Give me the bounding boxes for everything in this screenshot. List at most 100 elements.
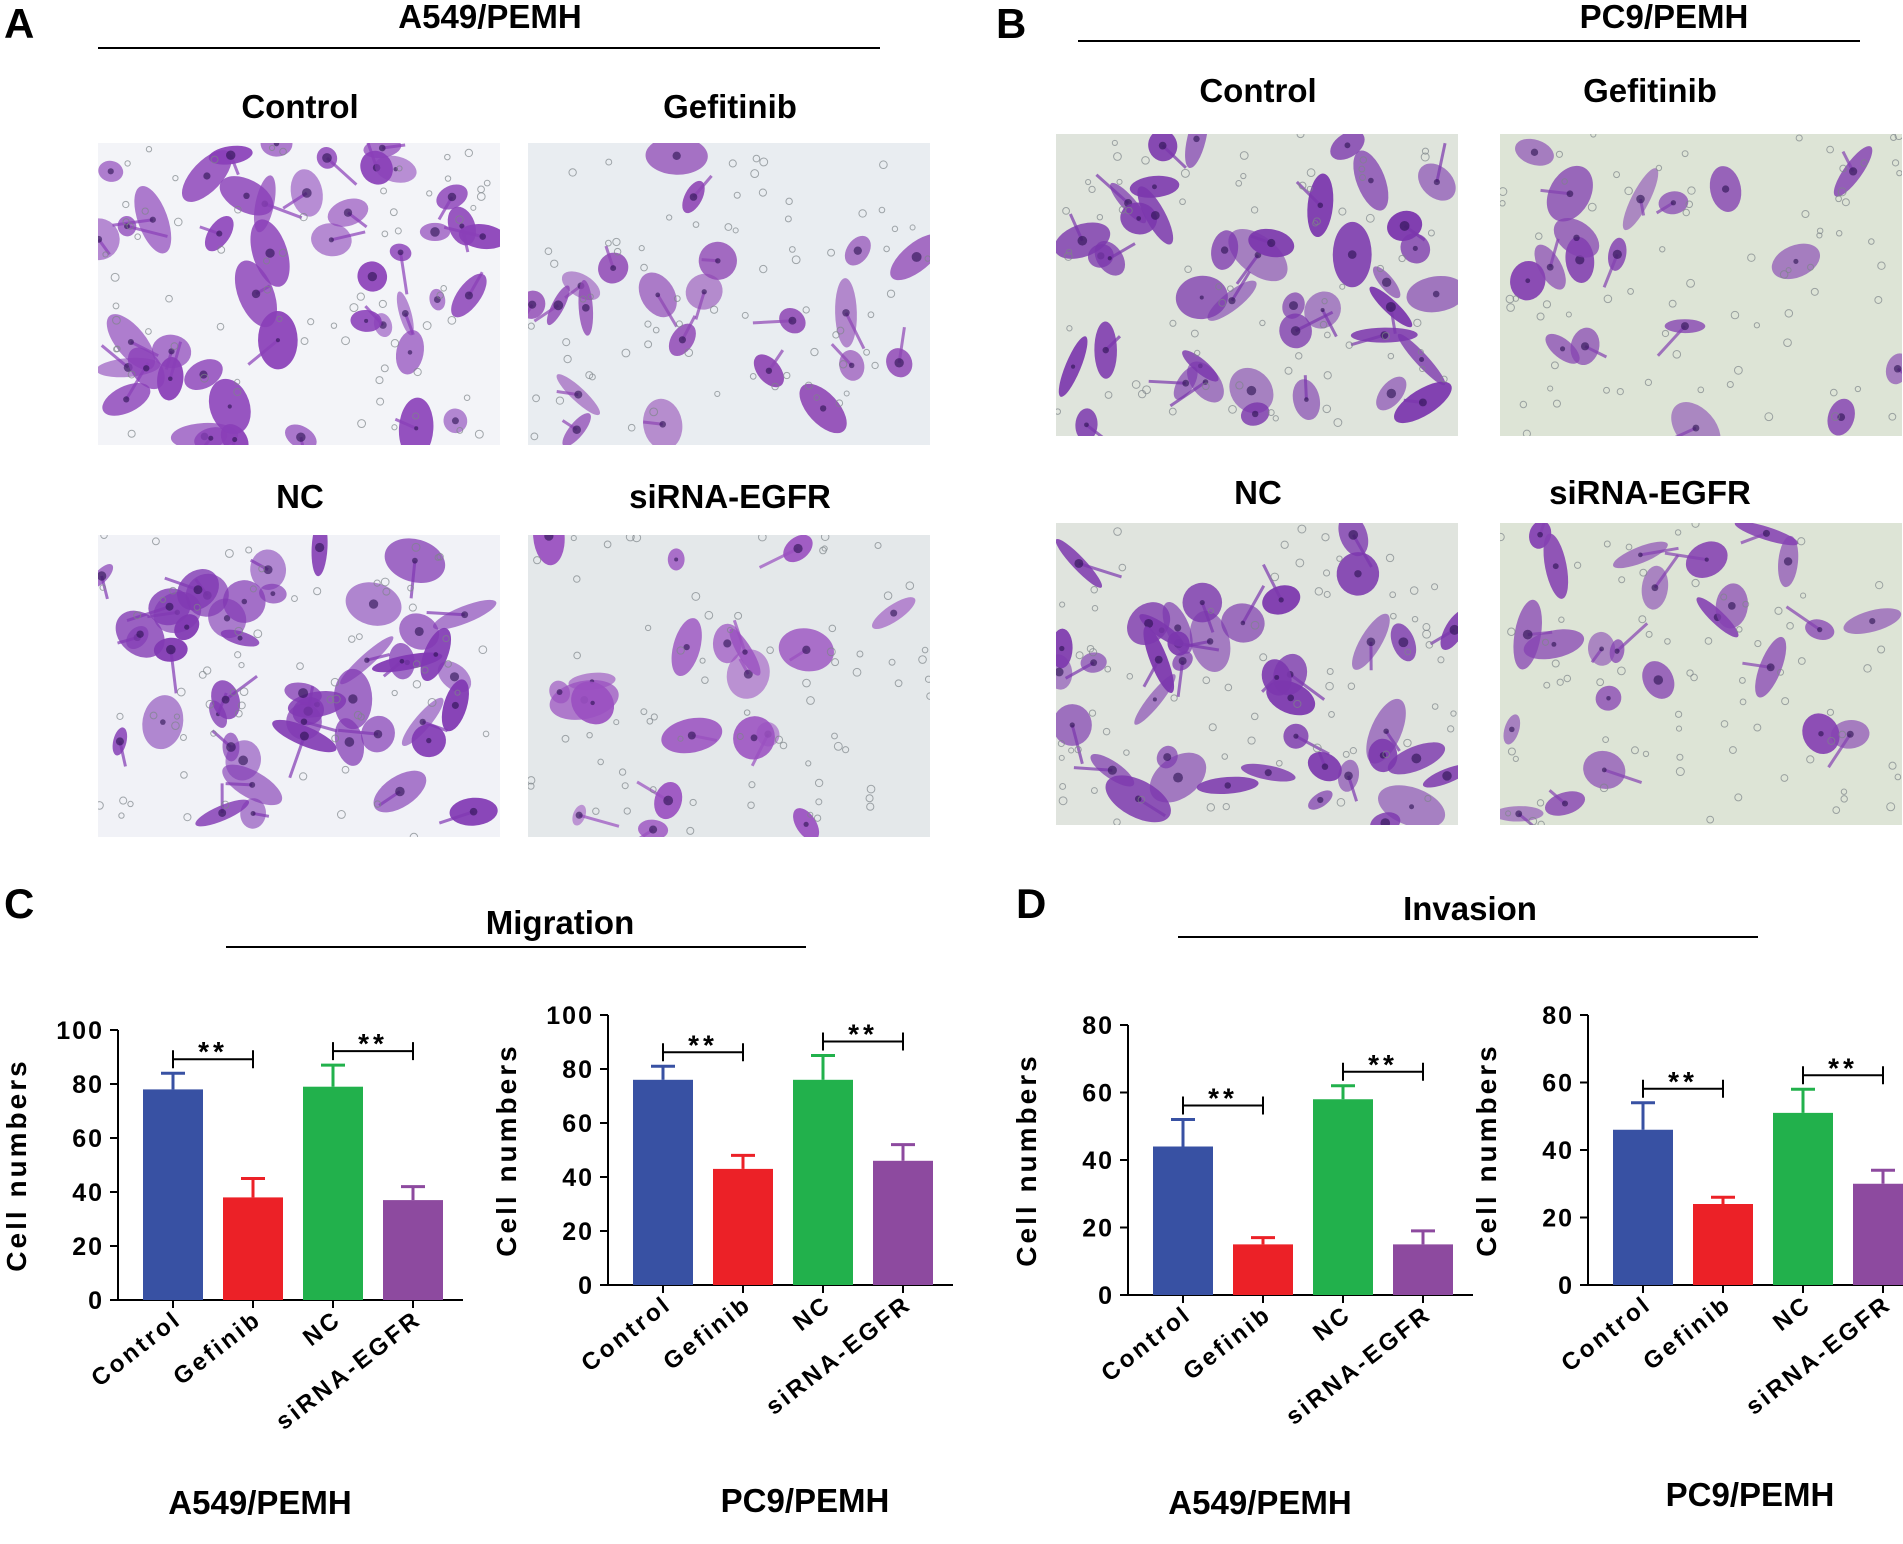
bar-chart-invasion-pc9: Cell numbers 0 20 40 60 80 Control Gefinib NC siR…: [1470, 985, 1903, 1435]
panel-a-label-nc: NC: [276, 478, 324, 515]
x-tick-label: siRNA-EGFR: [1281, 1300, 1437, 1430]
x-tick-label: Control: [86, 1305, 186, 1392]
significance-label: **: [198, 1036, 228, 1067]
y-tick-label: 80: [1542, 1002, 1574, 1030]
chart-subtitle-invasion-pc9: PC9/PEMH: [1665, 1476, 1835, 1513]
panel-a-label-sirna: siRNA-EGFR: [629, 478, 831, 515]
x-tick-label: Control: [1096, 1300, 1196, 1387]
significance-bracket: [1802, 1066, 1884, 1085]
x-tick-label: NC: [788, 1290, 837, 1336]
bar-control: [1613, 1129, 1673, 1285]
x-tick-label: siRNA-EGFR: [271, 1305, 427, 1435]
panel-b-title: PC9/PEMH: [1579, 0, 1749, 35]
panel-b-label-gefitinib: Gefitinib: [1583, 72, 1717, 109]
bar-control: [143, 1089, 203, 1300]
significance-label: **: [1828, 1052, 1858, 1083]
y-axis-label: Cell numbers: [1471, 1043, 1502, 1256]
panel-b-label-sirna: siRNA-EGFR: [1549, 474, 1751, 511]
y-axis-label: Cell numbers: [1011, 1053, 1042, 1266]
significance-label: **: [358, 1028, 388, 1059]
x-tick-label: Gefinib: [1638, 1290, 1736, 1375]
panel-a-rule: [98, 47, 880, 49]
micrograph-a-nc: [98, 535, 500, 837]
panel-b-label-control: Control: [1199, 72, 1317, 109]
micrograph-a-gefitinib: [528, 143, 930, 445]
panel-letter-d: D: [1016, 880, 1047, 927]
bar-chart-migration-pc9: Cell numbers 0 20 40 60 80 100 Control Gefinib NC…: [490, 985, 953, 1435]
y-tick-label: 40: [562, 1164, 594, 1192]
significance-bracket: [1182, 1096, 1264, 1115]
y-tick-label: 60: [72, 1125, 104, 1153]
y-tick-label: 80: [1082, 1012, 1114, 1040]
micrograph-b-sirna: [1500, 523, 1902, 825]
y-tick-label: 40: [1542, 1137, 1574, 1165]
bar-sirna: [1853, 1183, 1903, 1285]
bar-nc: [793, 1079, 853, 1285]
y-tick-label: 60: [562, 1110, 594, 1138]
x-tick-label: Gefinib: [658, 1290, 756, 1375]
bar-control: [1153, 1146, 1213, 1295]
micrograph-a-sirna: [528, 535, 930, 837]
y-tick-label: 40: [72, 1179, 104, 1207]
y-tick-label: 20: [562, 1218, 594, 1246]
x-tick-label: Control: [1556, 1290, 1656, 1377]
significance-bracket: [332, 1042, 414, 1061]
y-tick-label: 60: [1542, 1070, 1574, 1098]
micrograph-b-control: [1056, 134, 1458, 436]
y-tick-label: 20: [1542, 1205, 1574, 1233]
panel-d-title: Invasion: [1403, 890, 1537, 927]
significance-label: **: [688, 1029, 718, 1060]
significance-label: **: [1208, 1083, 1238, 1114]
y-tick-label: 0: [578, 1272, 594, 1300]
bar-sirna: [1393, 1244, 1453, 1295]
x-tick-label: siRNA-EGFR: [1741, 1290, 1897, 1420]
significance-label: **: [1668, 1066, 1698, 1097]
chart-subtitle-migration-a549: A549/PEMH: [168, 1484, 352, 1521]
panel-letter-b: B: [996, 0, 1027, 47]
y-tick-label: 0: [1558, 1272, 1574, 1300]
significance-bracket: [1642, 1079, 1724, 1098]
y-tick-label: 40: [1082, 1147, 1114, 1175]
chart-subtitle-migration-pc9: PC9/PEMH: [720, 1482, 890, 1519]
micrograph-a-control: [98, 143, 500, 445]
significance-bracket: [822, 1032, 904, 1051]
x-tick-label: Gefinib: [1178, 1300, 1276, 1385]
bar-gefinib: [1693, 1204, 1753, 1285]
y-axis-label: Cell numbers: [491, 1043, 522, 1256]
y-tick-label: 60: [1082, 1080, 1114, 1108]
significance-label: **: [848, 1019, 878, 1050]
bar-nc: [303, 1086, 363, 1300]
micrograph-b-gefitinib: [1500, 134, 1902, 436]
micrograph-b-nc: [1056, 523, 1458, 825]
panel-letter-a: A: [4, 0, 35, 47]
chart-subtitle-invasion-a549: A549/PEMH: [1168, 1484, 1352, 1521]
bar-gefinib: [223, 1197, 283, 1300]
bar-sirna: [873, 1160, 933, 1285]
panel-a-label-gefitinib: Gefitinib: [663, 88, 797, 125]
y-tick-label: 80: [72, 1071, 104, 1099]
panel-letter-c: C: [4, 880, 35, 927]
bar-sirna: [383, 1200, 443, 1300]
x-tick-label: NC: [1768, 1290, 1817, 1336]
bar-chart-invasion-a549: Cell numbers 0 20 40 60 80 Control Gefinib NC siR…: [1010, 995, 1473, 1445]
y-tick-label: 20: [1082, 1215, 1114, 1243]
y-axis-label: Cell numbers: [1, 1058, 32, 1271]
panel-b-rule: [1078, 40, 1860, 42]
bar-gefinib: [1233, 1244, 1293, 1295]
x-tick-label: siRNA-EGFR: [761, 1290, 917, 1420]
y-tick-label: 20: [72, 1233, 104, 1261]
x-tick-label: NC: [298, 1305, 347, 1351]
panel-d-rule: [1178, 936, 1758, 938]
y-tick-label: 0: [1098, 1282, 1114, 1310]
y-tick-label: 80: [562, 1056, 594, 1084]
bar-nc: [1773, 1112, 1833, 1285]
x-tick-label: Gefinib: [168, 1305, 266, 1390]
panel-b-label-nc: NC: [1234, 474, 1282, 511]
y-tick-label: 100: [546, 1002, 594, 1030]
significance-bracket: [662, 1043, 744, 1062]
panel-a-title: A549/PEMH: [398, 0, 582, 35]
bar-gefinib: [713, 1168, 773, 1285]
x-tick-label: Control: [576, 1290, 676, 1377]
panel-a-label-control: Control: [241, 88, 359, 125]
panel-c-rule: [226, 946, 806, 948]
